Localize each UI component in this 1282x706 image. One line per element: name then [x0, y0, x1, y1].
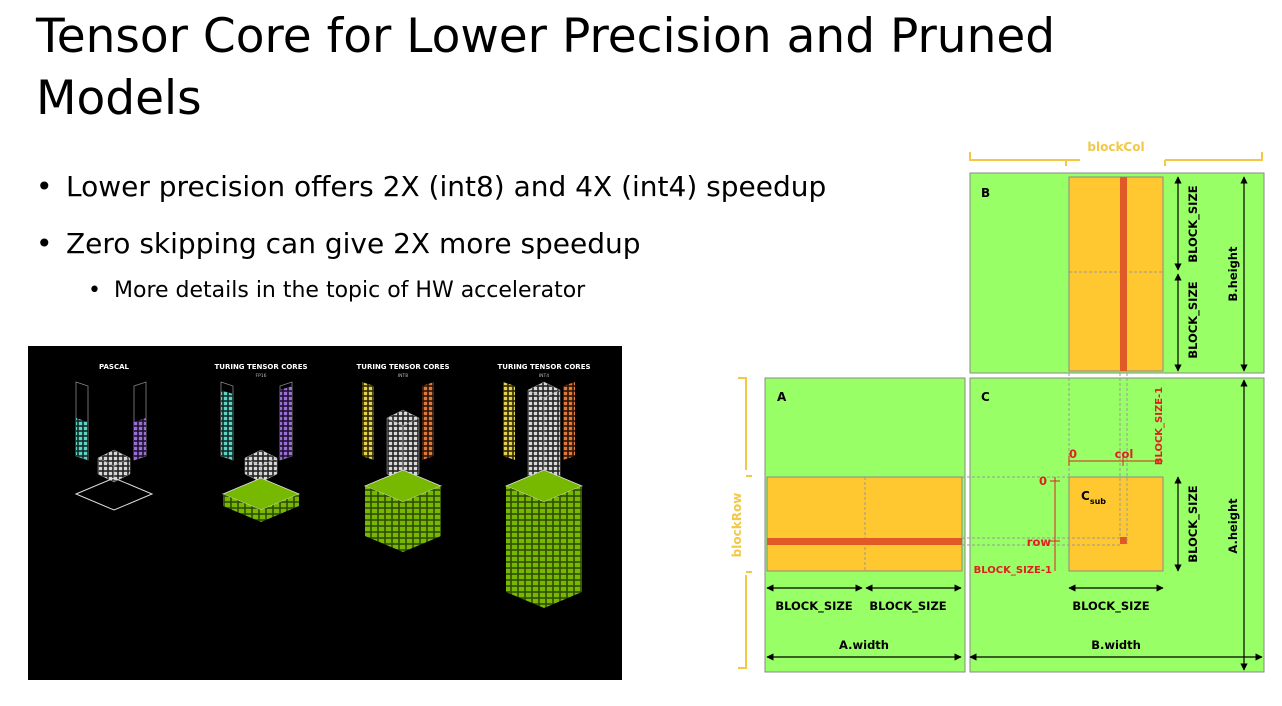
column-title-fp16: TURING TENSOR CORES [214, 363, 307, 371]
block-matrix-diagram: blockCol blockRow B BLOCK_SIZE BLOCK_SIZ… [730, 140, 1265, 673]
column-title-int8: TURING TENSOR CORES [356, 363, 449, 371]
b-width-label: B.width [1091, 638, 1141, 652]
block-row-bracket: blockRow [730, 377, 752, 669]
col-label: col [1115, 447, 1134, 461]
c-block-size-vertical: BLOCK_SIZE [1186, 485, 1201, 562]
matrix-b: B BLOCK_SIZE BLOCK_SIZE B.height [969, 172, 1265, 374]
bullet-lower-precision: • Lower precision offers 2X (int8) and 4X… [36, 170, 826, 204]
turing-int4-illustration [503, 381, 584, 608]
sub-bullet-hw-accelerator: • More details in the topic of HW acceler… [88, 277, 585, 305]
turing-int8-illustration [362, 382, 443, 552]
a-block-size-right: BLOCK_SIZE [869, 599, 946, 614]
matrix-b-label: B [981, 186, 990, 200]
column-subtitle-int8: INT8 [398, 373, 408, 379]
b-block-size-upper: BLOCK_SIZE [1186, 185, 1201, 262]
column-subtitle-fp16: FP16 [255, 373, 266, 379]
bullet-dot: • [36, 227, 53, 260]
slide-title: Tensor Core for Lower Precision and Prun… [36, 9, 1056, 126]
block-col-label: blockCol [1087, 140, 1144, 154]
turing-fp16-illustration [220, 381, 301, 522]
a-block-size-left: BLOCK_SIZE [775, 599, 852, 614]
column-title-int4: TURING TENSOR CORES [497, 363, 590, 371]
col-max-label: BLOCK_SIZE-1 [1154, 387, 1165, 465]
tensor-core-illustration: PASCAL TURING TENSOR CORES FP16 TURING T… [74, 363, 591, 608]
row-zero-label: 0 [1039, 474, 1047, 488]
matrix-a: A BLOCK_SIZE BLOCK_SIZE A.width [764, 377, 966, 673]
bullet-text: More details in the topic of HW accelera… [114, 278, 586, 303]
column-title-pascal: PASCAL [99, 363, 130, 371]
b-height-label: B.height [1226, 246, 1240, 301]
matrix-c-label: C [981, 390, 990, 404]
a-width-label: A.width [839, 638, 889, 652]
c-sub-label: Csub [1081, 489, 1106, 506]
bullet-text: Lower precision offers 2X (int8) and 4X … [66, 170, 827, 203]
tensor-core-image: PASCAL TURING TENSOR CORES FP16 TURING T… [28, 346, 622, 680]
matrix-a-label: A [777, 390, 787, 404]
row-max-label: BLOCK_SIZE-1 [974, 565, 1052, 576]
c-block-size-horizontal: BLOCK_SIZE [1072, 599, 1149, 614]
col-zero-label: 0 [1069, 447, 1077, 461]
block-row-label: blockRow [730, 493, 744, 558]
bullet-dot: • [88, 278, 101, 303]
block-col-bracket: blockCol [969, 140, 1263, 166]
matrix-c: C Csub 0 col BLOCK_SIZE-1 0 row BLOCK_SI… [962, 373, 1265, 673]
column-subtitle-int4: INT4 [539, 373, 549, 379]
bullet-dot: • [36, 170, 53, 203]
a-height-label: A.height [1226, 498, 1240, 554]
bullet-text: Zero skipping can give 2X more speedup [66, 227, 641, 260]
pascal-illustration [74, 381, 154, 511]
b-block-size-lower: BLOCK_SIZE [1186, 281, 1201, 358]
bullet-zero-skipping: • Zero skipping can give 2X more speedup [36, 227, 641, 261]
row-label: row [1027, 535, 1052, 549]
